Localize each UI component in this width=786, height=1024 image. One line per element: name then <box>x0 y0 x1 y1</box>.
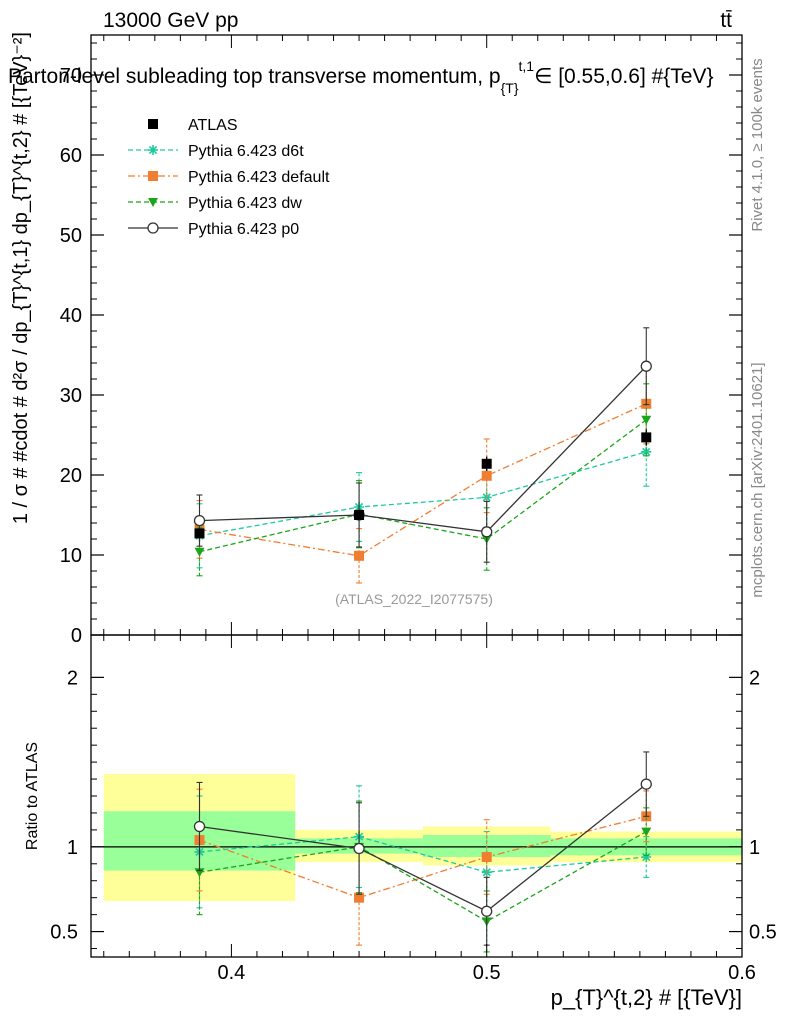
energy-label: 13000 GeV pp <box>103 9 238 32</box>
legend-marker-pythia-6-423-p0 <box>147 222 159 234</box>
main-y-tick-label: 10 <box>60 545 82 567</box>
legend: ATLAS Pythia 6.423 d6t Pythia 6.423 defaul… <box>128 117 330 238</box>
main-y-tick-label: 20 <box>60 465 82 487</box>
ratio-x-tick-label: 0.6 <box>728 962 756 984</box>
main-y-tick-label: 40 <box>60 305 82 327</box>
atlas-point <box>354 510 365 520</box>
ratio-y-tick-label: 1 <box>67 837 78 859</box>
pythia-6-423-default-line <box>199 403 647 557</box>
pythia-6-423-p0-point <box>193 514 206 527</box>
pythia-6-423-default-point <box>354 550 365 561</box>
ratio-x-tick-label: 0.4 <box>218 962 246 984</box>
process-label: tt̄ <box>720 9 732 32</box>
pythia-6-423-dw-line <box>199 419 647 553</box>
ratio-pythia-6-423-default-point <box>354 892 365 903</box>
ratio-pythia-6-423-p0-point <box>353 842 365 855</box>
ratio-pythia-6-423-p0-point <box>640 778 652 790</box>
ratio-bands <box>91 773 742 902</box>
main-y-tick-label: 60 <box>60 145 82 167</box>
pythia-6-423-default-point <box>481 470 492 481</box>
main-axes: 0 10 20 30 40 50 60 70 <box>60 35 743 647</box>
ratio-y-tick-label: 0.5 <box>50 922 78 944</box>
legend-label-pythia-6-423-dw: Pythia 6.423 dw <box>188 195 302 212</box>
ratio-pythia-6-423-default-point <box>481 852 492 863</box>
legend-marker-atlas <box>148 119 158 129</box>
ratio-axes: 0.5 0.5 1 1 2 2 0.4 0.5 0.6 <box>50 635 777 984</box>
main-y-tick-label: 50 <box>60 225 82 247</box>
main-y-label: 1 / σ # #cdot # d²σ / dp_{T}^{t,1} dp_{T… <box>10 32 32 524</box>
legend-marker-pythia-6-423-d6t <box>148 145 158 155</box>
ratio-y-label: Ratio to ATLAS <box>24 742 41 850</box>
ratio-y-tick-label: 2 <box>67 667 78 689</box>
ratio-pythia-6-423-d6t-line <box>199 836 647 873</box>
atlas-point <box>481 458 492 469</box>
ratio-x-tick-label: 0.5 <box>473 962 501 984</box>
ratio-y-tick-label-right: 0.5 <box>749 922 777 944</box>
chart-title: Parton-level subleading top transverse m… <box>8 58 714 96</box>
ratio-pythia-6-423-p0-line <box>199 783 647 913</box>
ratio-pythia-6-423-p0-point <box>481 905 493 917</box>
ratio-plot-area <box>193 751 652 953</box>
ratio-y-tick-label-right: 1 <box>749 837 760 859</box>
legend-label-pythia-6-423-default: Pythia 6.423 default <box>188 169 330 186</box>
rivet-label: Rivet 4.1.0, ≥ 100k events <box>749 58 766 231</box>
atlas-point <box>641 432 652 443</box>
pythia-6-423-d6t-point <box>641 446 652 457</box>
legend-marker-pythia-6-423-default <box>148 171 158 181</box>
legend-label-pythia-6-423-d6t: Pythia 6.423 d6t <box>188 143 304 160</box>
pythia-6-423-dw-point <box>194 547 205 557</box>
pythia-6-423-p0-point <box>640 360 652 372</box>
ratio-pythia-6-423-d6t-point <box>641 852 652 863</box>
x-axis-label: p_{T}^{t,2} # [{TeV}] <box>551 985 742 1010</box>
main-y-tick-label: 0 <box>71 625 82 647</box>
pythia-6-423-d6t-line <box>199 451 647 537</box>
pythia-6-423-dw-point <box>641 415 652 425</box>
ratio-pythia-6-423-default-line <box>199 815 647 899</box>
ratio-pythia-6-423-p0-point <box>193 820 206 833</box>
pythia-6-423-p0-line <box>199 365 647 533</box>
ratio-y-tick-label-right: 2 <box>749 667 760 689</box>
ratio-pythia-6-423-dw-point <box>641 827 652 837</box>
legend-label-pythia-6-423-p0: Pythia 6.423 p0 <box>188 221 299 238</box>
main-y-tick-label: 70 <box>60 65 82 87</box>
analysis-id: (ATLAS_2022_I2077575) <box>335 591 493 607</box>
ratio-pythia-6-423-dw-line <box>199 831 647 923</box>
main-plot-area <box>193 327 652 584</box>
legend-label-atlas: ATLAS <box>188 117 238 134</box>
mcplots-label: mcplots.cern.ch [arXiv:2401.10621] <box>749 362 766 597</box>
pythia-6-423-p0-point <box>481 526 493 538</box>
main-y-tick-label: 30 <box>60 385 82 407</box>
legend-marker-pythia-6-423-dw <box>148 198 158 207</box>
atlas-point <box>194 528 205 539</box>
